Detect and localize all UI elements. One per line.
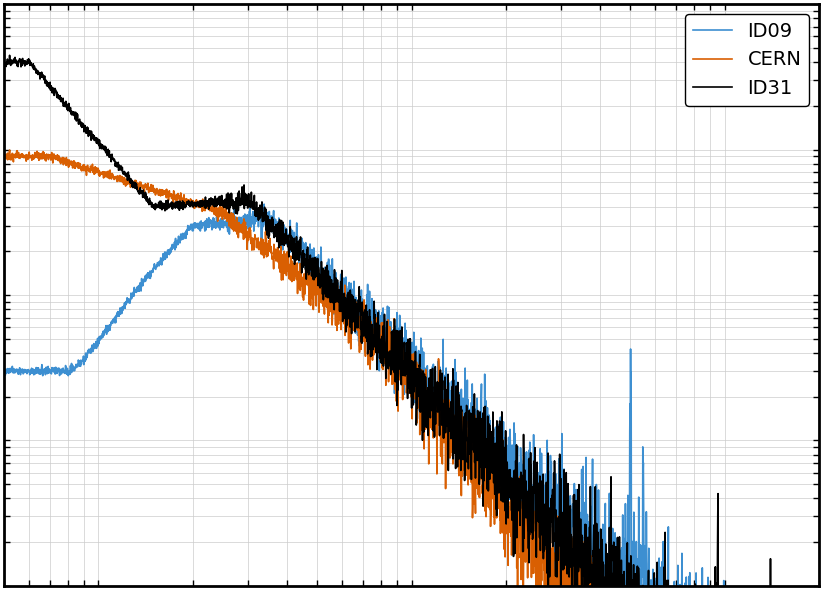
ID31 [141,196,151,203]
CERN [312,276,322,283]
ID31 [710,563,720,571]
Line: ID09: ID09 [4,204,819,590]
ID09 [92,339,102,346]
ID09 [347,326,357,333]
ID09 [141,278,151,285]
ID09 [312,255,322,262]
ID31 [312,273,322,280]
CERN [347,306,357,313]
ID09 [0,367,9,374]
Legend: ID09, CERN, ID31: ID09, CERN, ID31 [686,14,809,106]
CERN [0,155,9,162]
CERN [92,167,102,174]
ID31 [347,317,357,324]
CERN [141,183,151,190]
Line: ID31: ID31 [4,55,819,590]
CERN [5,146,15,153]
ID31 [92,140,102,147]
ID09 [259,201,269,208]
ID31 [5,52,15,59]
Line: CERN: CERN [4,150,819,590]
ID31 [0,61,9,68]
